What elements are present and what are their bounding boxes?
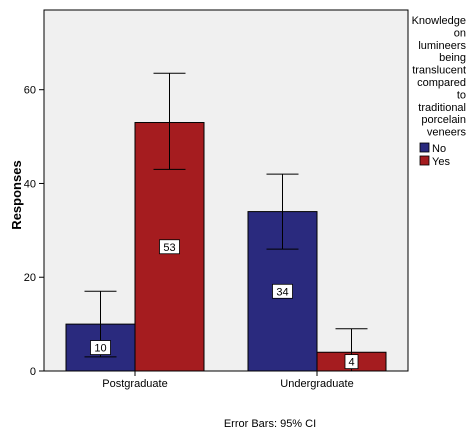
data-label-box-undergraduate-yes [344,354,359,370]
y-tick-label-60: 60 [24,85,36,97]
x-tick-label-undergraduate: Undergraduate [280,378,353,390]
legend-title-line: compared [417,77,466,89]
legend-title-line: traditional [418,102,466,114]
x-axis: Postgraduate Undergraduate [102,371,354,390]
legend-title-line: Knowledge [412,15,466,27]
data-labels-group: 10 53 34 4 [90,239,359,370]
data-label-undergraduate-no: 34 [276,286,288,298]
data-label-box-postgraduate-no [90,340,111,355]
y-axis-label: Responses [9,160,24,229]
legend: Knowledgeonlumineersbeingtranslucentcomp… [412,15,467,168]
data-label-postgraduate-no: 10 [94,343,106,355]
data-label-undergraduate-yes: 4 [348,357,354,369]
legend-swatch-yes [419,155,430,166]
legend-swatch-no [419,142,430,153]
data-label-box-undergraduate-no [272,283,293,299]
legend-label-no: No [432,143,446,155]
y-tick-label-0: 0 [30,366,36,378]
data-label-box-postgraduate-yes [159,239,180,255]
y-tick-label-40: 40 [24,178,36,190]
legend-label-yes: Yes [432,156,450,168]
legend-title-line: on [454,27,466,39]
y-tick-label-20: 20 [24,272,36,284]
legend-title-line: to [457,89,466,101]
legend-title-line: porcelain [421,114,466,126]
legend-title-line: being [439,52,466,64]
error-bars-group [84,72,368,372]
legend-title-line: veneers [427,127,467,139]
legend-title-line: translucent [412,65,466,77]
x-tick-label-postgraduate: Postgraduate [102,378,167,390]
legend-title-line: lumineers [418,40,466,52]
plot-area [43,9,409,372]
y-axis: 0 20 40 60 [24,85,44,378]
data-label-postgraduate-yes: 53 [163,242,175,254]
error-bars-footnote: Error Bars: 95% CI [224,418,316,430]
